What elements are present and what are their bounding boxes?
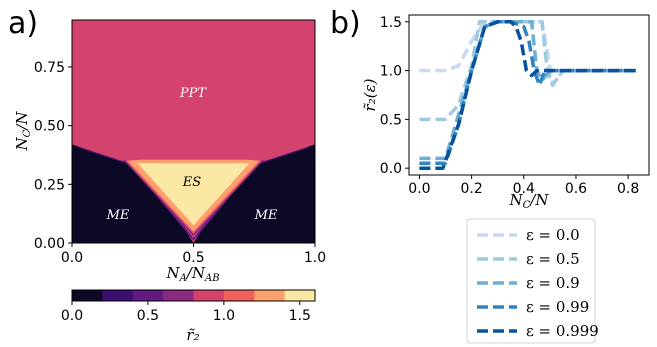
y-tick-label: 0.5 <box>380 112 402 128</box>
phase-diagram <box>72 20 315 243</box>
x-tick-label: 0.0 <box>61 250 83 266</box>
colorbar-label: r̃₂ <box>186 326 199 344</box>
colorbar-level <box>102 290 134 301</box>
region-label-ppt: PPT <box>179 86 207 101</box>
legend-label: ε = 0.0 <box>526 226 580 244</box>
x-tick-label: 0.6 <box>565 181 587 197</box>
x-tick-label: 0.4 <box>513 181 535 197</box>
legend-label: ε = 0.5 <box>526 250 580 268</box>
y-axis-label-b: r̃₂(ε) <box>361 78 379 111</box>
y-axis-a: 0.00 0.25 0.50 0.75 <box>34 60 72 252</box>
series-line <box>419 20 636 170</box>
region-label-es: ES <box>182 175 201 190</box>
y-tick-label: 1.5 <box>380 15 402 31</box>
x-tick-label: 1.0 <box>304 250 326 266</box>
legend: ε = 0.0 ε = 0.5 ε = 0.9 ε = 0.99 ε = 0.999 <box>466 218 599 344</box>
es-region <box>137 163 250 226</box>
axes-frame-b <box>408 14 650 176</box>
colorbar-ticks: 0.0 0.5 1.0 1.5 <box>61 301 311 324</box>
panel-label-a: a) <box>8 6 38 41</box>
colorbar-level <box>193 290 225 301</box>
colorbar <box>72 290 316 301</box>
y-tick-label: 0.75 <box>34 60 65 76</box>
y-tick-label: 0.50 <box>34 119 65 135</box>
x-axis-b: 0.0 0.2 0.4 0.6 0.8 <box>408 175 639 197</box>
x-axis-label-b: NC/N <box>509 191 550 211</box>
y-tick-label: 0.0 <box>380 161 402 177</box>
colorbar-level <box>223 290 255 301</box>
colorbar-level <box>254 290 286 301</box>
y-tick-label: 1.0 <box>380 64 402 80</box>
colorbar-frame <box>71 289 316 302</box>
colorbar-tick-label: 0.0 <box>61 308 83 324</box>
x-tick-label: 0.8 <box>617 181 639 197</box>
region-label-me-left: ME <box>106 208 130 223</box>
line-plot <box>419 20 636 170</box>
x-tick-label: 0.2 <box>460 181 482 197</box>
colorbar-tick-label: 0.5 <box>137 308 159 324</box>
region-label-me-right: ME <box>254 208 278 223</box>
legend-label: ε = 0.99 <box>526 298 589 316</box>
series-line <box>419 20 636 87</box>
y-tick-label: 0.25 <box>34 177 65 193</box>
colorbar-tick-label: 1.0 <box>213 308 235 324</box>
legend-box <box>466 218 596 344</box>
colorbar-level <box>284 290 316 301</box>
colorbar-level <box>72 290 103 301</box>
legend-label: ε = 0.9 <box>526 274 580 292</box>
colorbar-level <box>132 290 164 301</box>
x-axis-label-a: NA/NAB <box>165 264 219 284</box>
y-axis-b: 0.0 0.5 1.0 1.5 <box>380 15 409 177</box>
colorbar-level <box>163 290 194 301</box>
legend-label: ε = 0.999 <box>526 322 599 340</box>
x-axis-a: 0.0 0.5 1.0 <box>61 243 326 266</box>
y-tick-label: 0.00 <box>34 236 65 252</box>
x-tick-label: 0.0 <box>408 181 430 197</box>
x-tick-label: 0.5 <box>182 250 204 266</box>
panel-label-b: b) <box>330 6 361 41</box>
y-axis-label-a: NC/N <box>13 111 33 152</box>
colorbar-tick-label: 1.5 <box>289 308 311 324</box>
